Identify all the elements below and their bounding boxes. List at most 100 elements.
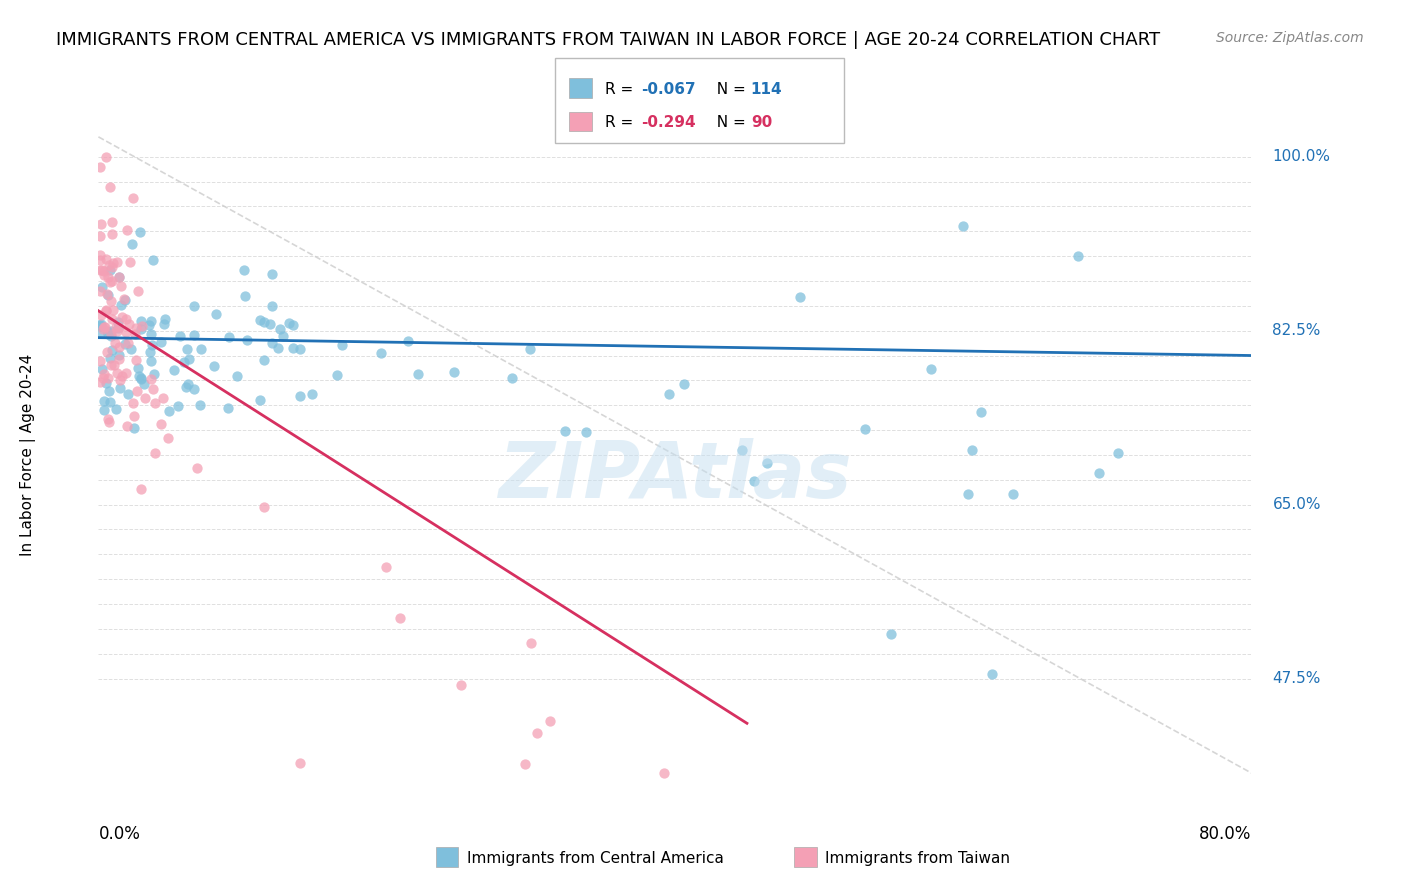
Point	[125, 384, 148, 398]
Point	[519, 342, 541, 356]
Point	[97, 327, 120, 342]
Point	[108, 351, 131, 366]
Point	[260, 267, 283, 281]
Point	[89, 248, 111, 262]
Point	[920, 361, 942, 376]
Point	[179, 352, 201, 367]
Point	[105, 324, 128, 338]
Point	[271, 328, 294, 343]
Point	[575, 425, 598, 439]
Point	[108, 270, 131, 285]
Text: R =: R =	[605, 115, 638, 129]
Point	[89, 376, 111, 390]
Text: -0.294: -0.294	[641, 115, 696, 129]
Text: 65.0%: 65.0%	[1272, 497, 1320, 512]
Point	[114, 337, 136, 351]
Point	[112, 292, 135, 306]
Point	[225, 369, 247, 384]
Point	[204, 307, 226, 321]
Point	[141, 372, 163, 386]
Point	[108, 373, 131, 387]
Point	[125, 353, 148, 368]
Point	[90, 263, 112, 277]
Point	[100, 324, 122, 338]
Point	[124, 326, 146, 341]
Point	[98, 351, 121, 365]
Point	[853, 422, 876, 436]
Point	[235, 289, 257, 303]
Point	[100, 326, 122, 341]
Point	[970, 404, 993, 418]
Point	[143, 396, 166, 410]
Point	[260, 299, 283, 313]
Point	[96, 324, 118, 338]
Point	[515, 756, 537, 771]
Point	[93, 264, 115, 278]
Point	[253, 500, 276, 514]
Point	[110, 298, 132, 312]
Text: Immigrants from Taiwan: Immigrants from Taiwan	[825, 851, 1011, 865]
Point	[956, 487, 979, 501]
Point	[153, 317, 176, 331]
Point	[389, 611, 412, 625]
Point	[94, 376, 117, 390]
Point	[1002, 487, 1025, 501]
Point	[93, 371, 115, 385]
Point	[98, 258, 121, 272]
Point	[141, 338, 163, 352]
Point	[443, 365, 465, 379]
Point	[526, 725, 548, 739]
Point	[150, 417, 173, 432]
Point	[101, 215, 124, 229]
Point	[156, 431, 179, 445]
Point	[89, 284, 111, 298]
Text: Immigrants from Central America: Immigrants from Central America	[467, 851, 724, 865]
Point	[94, 252, 117, 266]
Point	[101, 274, 124, 288]
Point	[98, 384, 121, 399]
Point	[150, 334, 173, 349]
Point	[269, 322, 291, 336]
Point	[163, 363, 186, 377]
Point	[152, 391, 174, 405]
Point	[173, 355, 195, 369]
Point	[169, 329, 191, 343]
Point	[167, 399, 190, 413]
Point	[108, 339, 131, 353]
Point	[139, 314, 162, 328]
Point	[450, 678, 472, 692]
Point	[101, 312, 124, 326]
Text: 47.5%: 47.5%	[1272, 671, 1320, 686]
Point	[538, 714, 561, 728]
Point	[142, 382, 165, 396]
Point	[129, 372, 152, 386]
Point	[110, 279, 132, 293]
Point	[114, 293, 136, 307]
Point	[128, 369, 150, 384]
Point	[107, 315, 129, 329]
Point	[370, 346, 392, 360]
Point	[190, 343, 212, 357]
Point	[94, 319, 117, 334]
Point	[202, 359, 225, 373]
Point	[290, 343, 312, 357]
Point	[89, 353, 111, 368]
Point	[183, 328, 205, 343]
Point	[375, 559, 398, 574]
Text: 80.0%: 80.0%	[1199, 825, 1251, 843]
Point	[253, 314, 276, 328]
Text: R =: R =	[605, 82, 638, 96]
Point	[278, 316, 301, 330]
Point	[89, 326, 111, 341]
Point	[115, 419, 138, 434]
Point	[554, 424, 576, 438]
Point	[301, 387, 323, 401]
Point	[139, 326, 162, 341]
Point	[139, 345, 162, 359]
Point	[652, 766, 675, 780]
Point	[141, 354, 163, 368]
Point	[129, 225, 152, 239]
Point	[115, 222, 138, 236]
Point	[176, 342, 198, 356]
Point	[121, 396, 143, 410]
